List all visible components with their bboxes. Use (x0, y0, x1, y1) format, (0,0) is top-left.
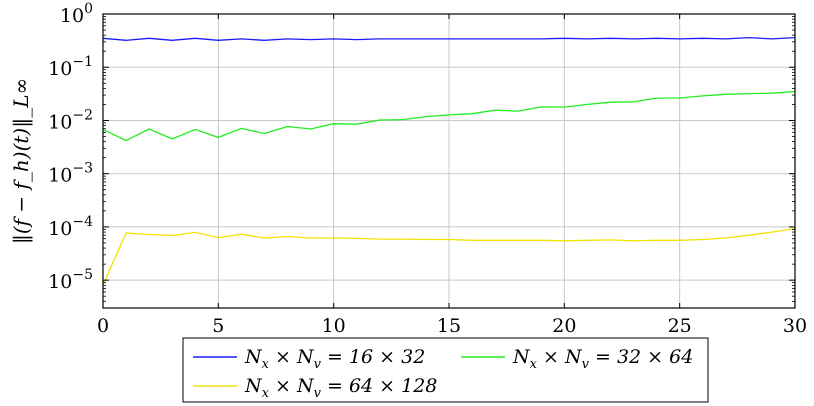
x-tick-label: 15 (437, 315, 461, 337)
x-tick-label: 5 (212, 315, 224, 337)
x-tick-label: 20 (552, 315, 576, 337)
x-tick-label: 30 (783, 315, 807, 337)
x-ticks: 0 5 10 15 20 25 30 (97, 14, 807, 337)
x-tick-label: 0 (97, 315, 109, 337)
y-tick-label: 10−1 (48, 54, 93, 80)
y-tick-label: 10−2 (48, 107, 93, 133)
x-tick-label: 25 (668, 315, 692, 337)
legend-label-3: Nx × Nv = 64 × 128 (244, 375, 437, 401)
legend-box (182, 337, 709, 403)
series-line-3 (102, 227, 796, 286)
y-tick-label: 100 (60, 1, 93, 27)
x-tick-label: 10 (322, 315, 346, 337)
y-ticks: 100 10−1 10−2 10−3 10−4 10−5 (48, 1, 795, 309)
y-tick-label: 10−5 (48, 267, 93, 293)
series-lines (102, 36, 796, 286)
legend: Nx × Nv = 16 × 32 Nx × Nv = 32 × 64 Nx × N… (182, 337, 709, 403)
legend-label-1: Nx × Nv = 16 × 32 (244, 346, 425, 372)
y-tick-label: 10−4 (48, 214, 93, 240)
series-line-2 (102, 90, 796, 142)
y-axis-label: ‖(f − f_h)(t)‖_L∞ (9, 78, 34, 244)
grid (102, 13, 796, 308)
legend-label-2: Nx × Nv = 32 × 64 (512, 346, 693, 372)
series-line-1 (102, 36, 796, 41)
y-tick-label: 10−3 (48, 161, 93, 187)
